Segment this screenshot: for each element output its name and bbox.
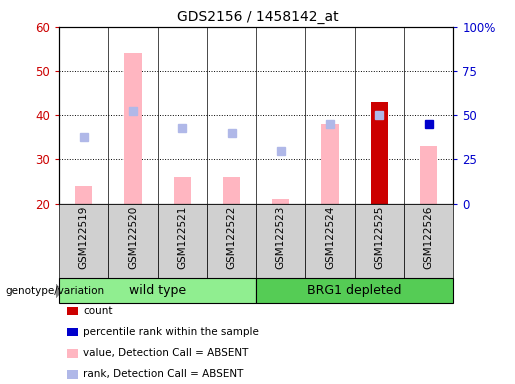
- Bar: [223, 177, 240, 204]
- Text: value, Detection Call = ABSENT: value, Detection Call = ABSENT: [83, 348, 249, 358]
- Bar: [420, 146, 437, 204]
- Text: GSM122523: GSM122523: [276, 205, 286, 269]
- Text: count: count: [83, 306, 113, 316]
- Text: GSM122521: GSM122521: [177, 205, 187, 269]
- Text: GSM122520: GSM122520: [128, 205, 138, 269]
- Bar: [371, 102, 388, 204]
- Text: GDS2156 / 1458142_at: GDS2156 / 1458142_at: [177, 10, 338, 23]
- Bar: [174, 177, 191, 204]
- Text: GSM122526: GSM122526: [423, 205, 434, 269]
- Text: GSM122524: GSM122524: [325, 205, 335, 269]
- Text: wild type: wild type: [129, 285, 186, 297]
- Text: GSM122522: GSM122522: [227, 205, 236, 269]
- Polygon shape: [56, 284, 62, 298]
- Text: percentile rank within the sample: percentile rank within the sample: [83, 327, 260, 337]
- Bar: [272, 199, 289, 204]
- Text: BRG1 depleted: BRG1 depleted: [307, 285, 402, 297]
- Text: GSM122525: GSM122525: [374, 205, 384, 269]
- Bar: [321, 124, 339, 204]
- Bar: [75, 186, 93, 204]
- Text: genotype/variation: genotype/variation: [5, 286, 104, 296]
- Text: rank, Detection Call = ABSENT: rank, Detection Call = ABSENT: [83, 369, 244, 379]
- Text: GSM122519: GSM122519: [79, 205, 89, 269]
- Bar: [125, 53, 142, 204]
